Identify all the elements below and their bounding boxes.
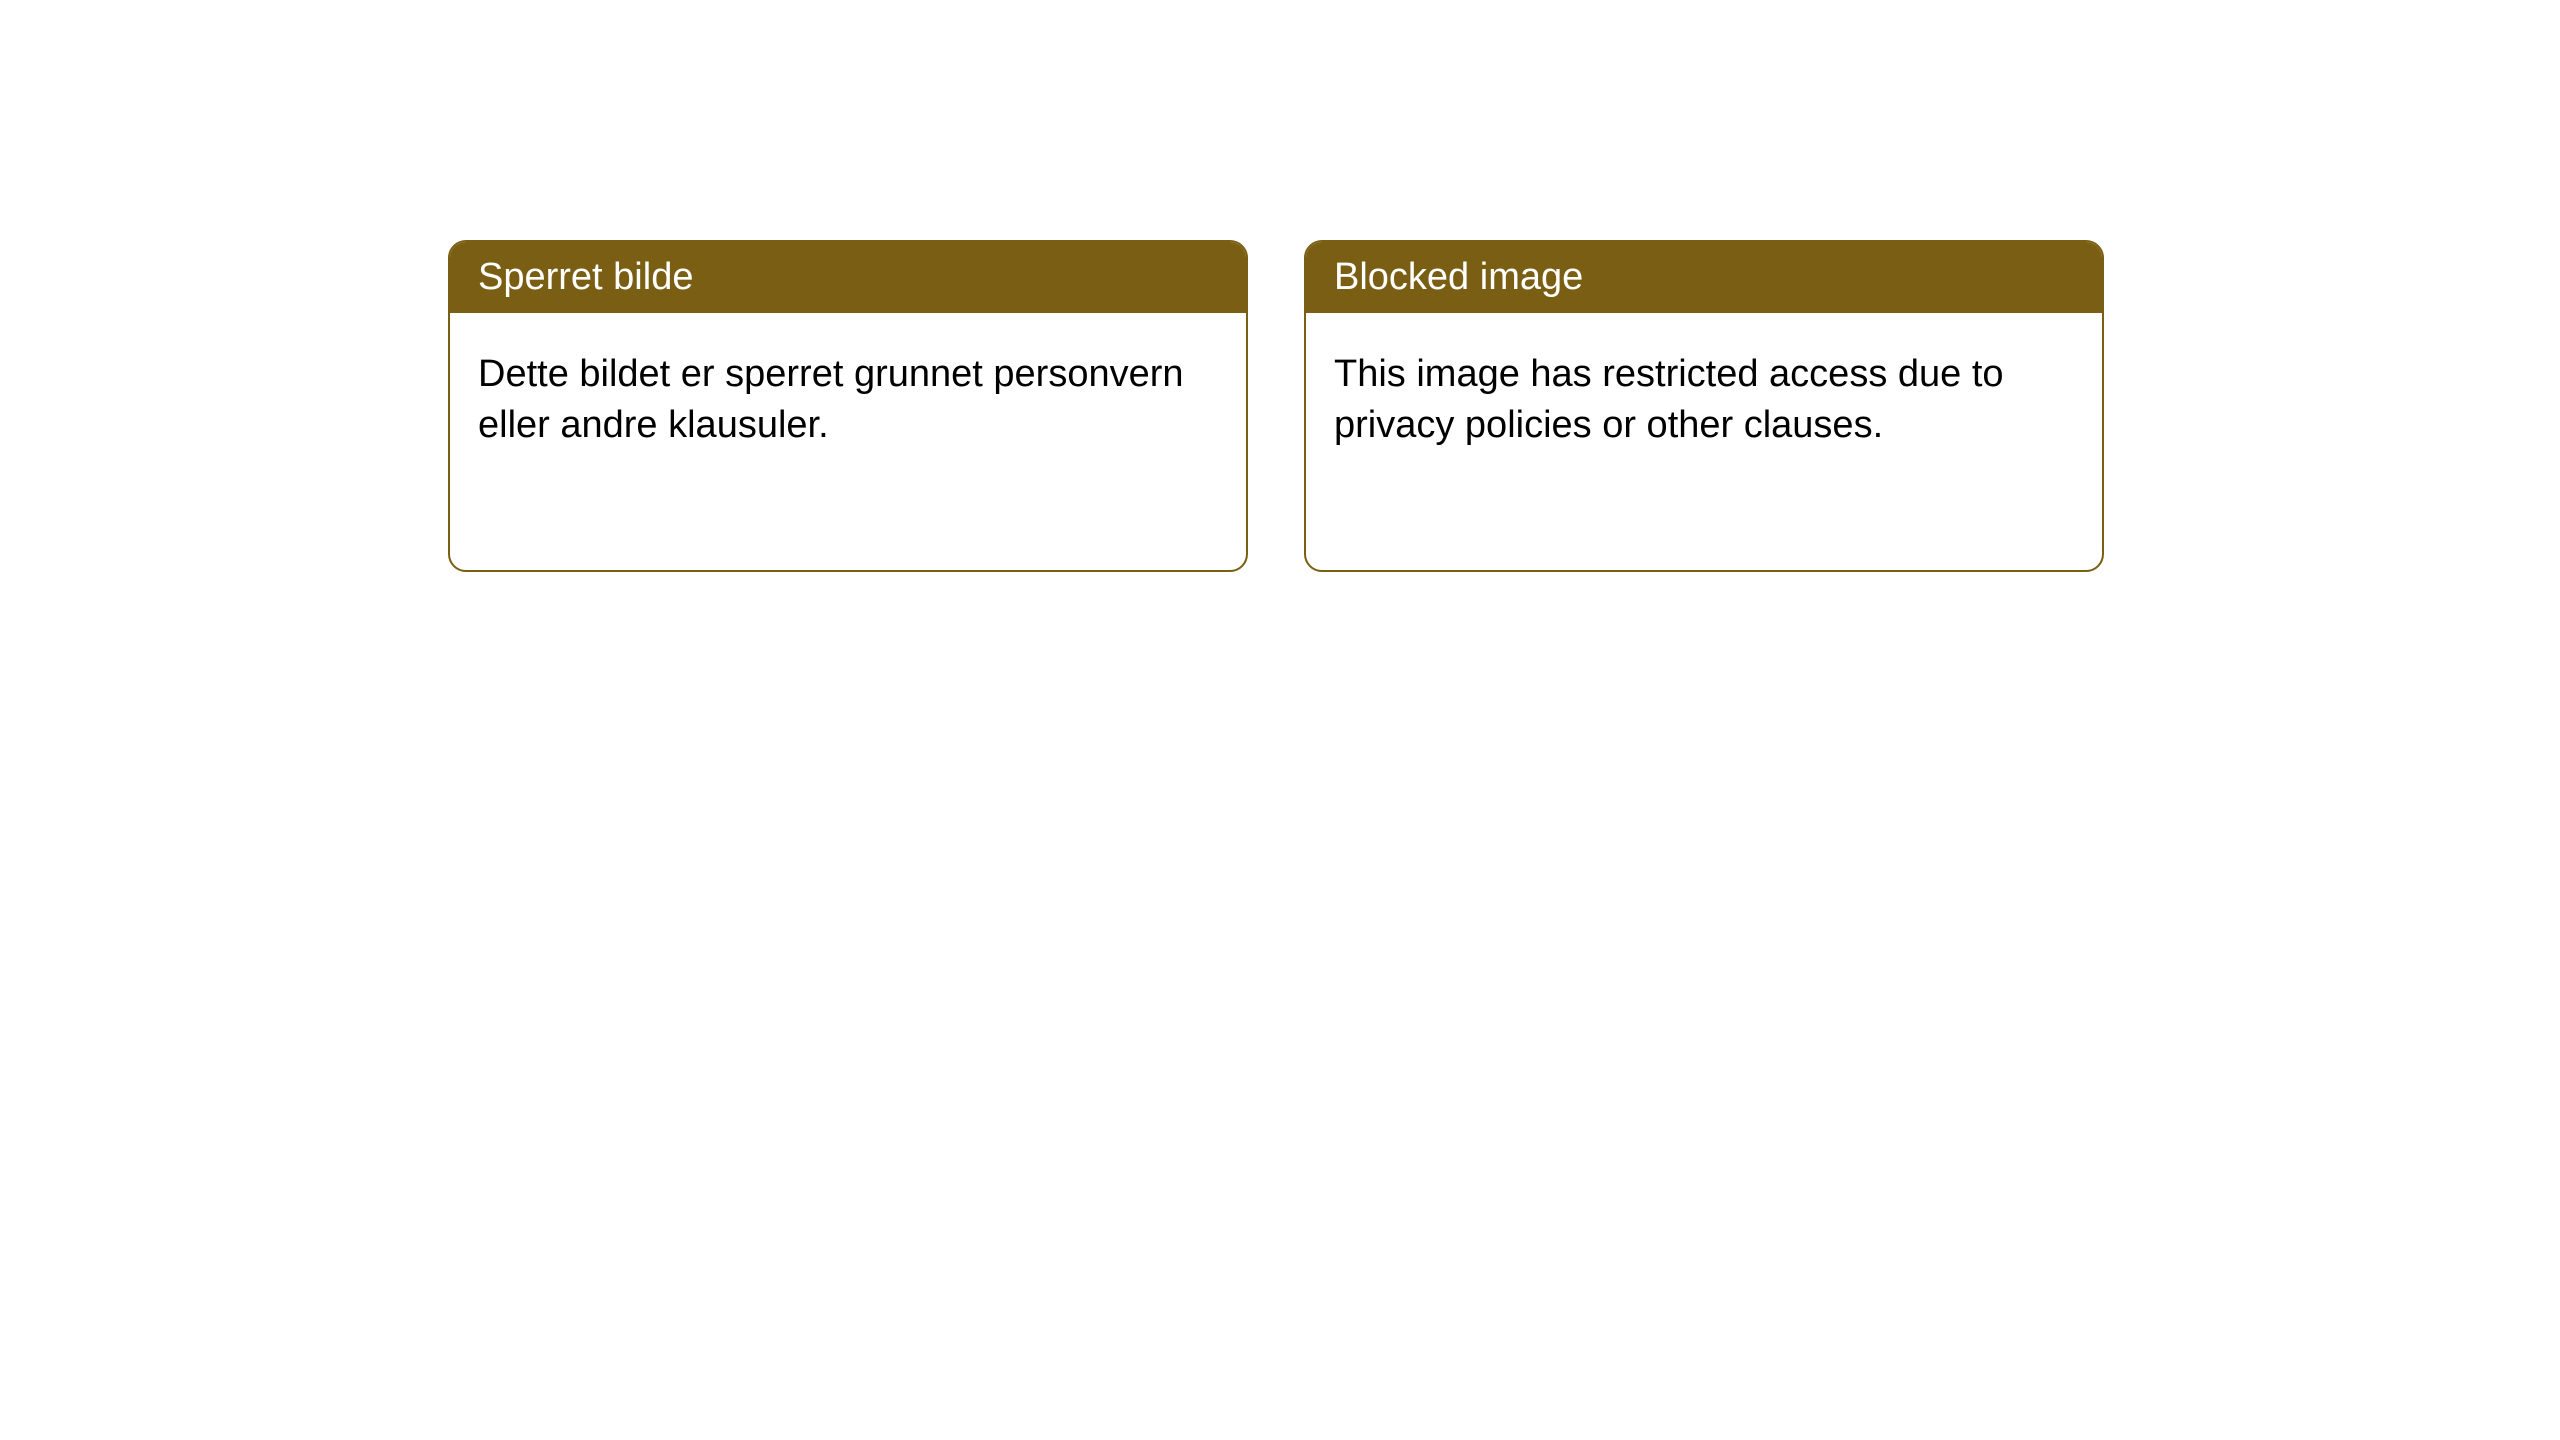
notice-card-no: Sperret bilde Dette bildet er sperret gr… [448, 240, 1248, 572]
notice-title-en: Blocked image [1306, 242, 2102, 313]
notice-body-en: This image has restricted access due to … [1306, 313, 2102, 488]
notice-body-no: Dette bildet er sperret grunnet personve… [450, 313, 1246, 488]
notice-title-no: Sperret bilde [450, 242, 1246, 313]
notice-container: Sperret bilde Dette bildet er sperret gr… [0, 0, 2560, 572]
notice-card-en: Blocked image This image has restricted … [1304, 240, 2104, 572]
